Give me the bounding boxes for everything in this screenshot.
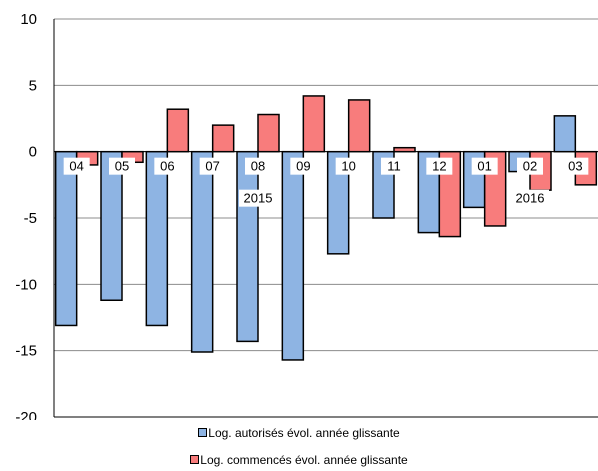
category-labels: 04 05 06 07 08 09 10 11 12 01 02 03 2015 2016: [63, 157, 589, 207]
category-label-bg: [154, 157, 181, 175]
category-label: 04: [69, 159, 83, 174]
category-label-bg: [471, 157, 498, 175]
legend-label-autorises: Log. autorisés évol. année glissante: [208, 426, 400, 440]
bar-series-2: [211, 124, 235, 153]
bar-series-2: [302, 95, 326, 153]
category-label: 11: [387, 159, 401, 174]
year-label: 2015: [244, 191, 273, 206]
category-label-bg: [335, 157, 362, 175]
category-label: 03: [568, 159, 582, 174]
category-label-bg: [199, 157, 226, 175]
bar-series-1: [236, 150, 259, 343]
y-tick-label: 0: [29, 144, 37, 161]
year-label: 2016: [516, 191, 545, 206]
bar-series-1: [145, 150, 169, 327]
legend-item-autorises: Log. autorisés évol. année glissante: [0, 426, 598, 440]
bar-series-2: [257, 113, 280, 153]
y-tick-label: -10: [15, 276, 37, 293]
gridlines: [54, 18, 598, 418]
bar-series-2: [393, 146, 416, 153]
category-label-bg: [426, 157, 453, 175]
y-tick-label: 10: [20, 11, 37, 28]
y-tick-label: -5: [24, 210, 37, 227]
y-axis-ticks: 10 5 0 -5 -10 -15 -20: [15, 11, 37, 420]
category-label: 02: [523, 159, 537, 174]
y-tick-label: -15: [15, 343, 37, 360]
year-label-bg: [239, 189, 277, 207]
category-label-bg: [63, 157, 90, 175]
bar-series-1: [281, 150, 305, 361]
year-label-bg: [511, 189, 549, 207]
category-label: 12: [432, 159, 446, 174]
legend-swatch-commences: [190, 455, 200, 464]
legend-item-commences: Log. commencés évol. année glissante: [0, 453, 598, 467]
axes: [53, 19, 598, 418]
category-label: 01: [477, 159, 491, 174]
bar-chart: 10 5 0 -5 -10 -15 -20 04 05 06 07 08 09 10 11 12 01 02 03…: [15, 11, 598, 420]
bar-series-1: [190, 150, 214, 353]
y-tick-label: -20: [15, 409, 37, 420]
category-label: 09: [296, 159, 310, 174]
category-label-bg: [562, 157, 589, 175]
category-label-bg: [109, 157, 135, 175]
category-label-bg: [290, 157, 317, 175]
category-label: 07: [205, 159, 219, 174]
bar-series-1: [553, 115, 577, 153]
category-label-bg: [381, 157, 407, 175]
category-label: 08: [251, 159, 265, 174]
bar-series-1: [54, 150, 78, 327]
category-label: 05: [115, 159, 129, 174]
category-label: 10: [341, 159, 355, 174]
y-tick-label: 5: [29, 77, 37, 94]
legend-swatch-autorises: [198, 428, 208, 437]
legend-label-commences: Log. commencés évol. année glissante: [200, 453, 408, 467]
bar-series-2: [347, 99, 371, 153]
category-label-bg: [245, 157, 271, 175]
category-label-bg: [517, 157, 543, 175]
bars: [54, 95, 598, 361]
bar-series-2: [166, 108, 190, 153]
category-label: 06: [160, 159, 174, 174]
